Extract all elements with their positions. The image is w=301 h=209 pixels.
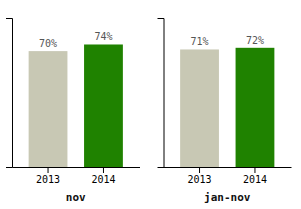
y-axis-line [158, 19, 165, 168]
bar [180, 49, 219, 167]
data-label: 72% [246, 35, 264, 46]
data-label: 70% [39, 38, 57, 49]
x-tick-mark [254, 167, 255, 173]
y-axis [158, 19, 165, 168]
x-axis-label: jan-nov [204, 191, 251, 204]
x-tick-label: 2013 [36, 174, 60, 185]
x-axis: 2013 2014 [164, 167, 292, 185]
x-tick-mark [199, 167, 200, 173]
data-label: 71% [191, 36, 209, 47]
x-axis-line [13, 167, 141, 168]
x-tick: 2013 [187, 167, 211, 185]
x-tick-label: 2013 [187, 174, 211, 185]
bar [84, 44, 123, 167]
bar [29, 51, 68, 167]
bars [29, 44, 123, 167]
y-axis [6, 19, 13, 168]
x-tick-label: 2014 [243, 174, 267, 185]
x-tick-mark [103, 167, 104, 173]
x-tick: 2014 [243, 167, 267, 185]
chart: 2013 2014 70% 74% nov 2013 2014 71% 72% jan-nov [0, 0, 301, 209]
y-axis-line [6, 19, 13, 168]
x-tick: 2014 [91, 167, 115, 185]
bar [236, 48, 275, 167]
data-labels: 71% 72% [191, 35, 264, 48]
x-tick-label: 2014 [91, 174, 115, 185]
x-axis: 2013 2014 [13, 167, 141, 185]
x-axis-line [164, 167, 292, 168]
bars [180, 48, 274, 167]
x-axis-label: nov [66, 191, 86, 204]
data-label: 74% [94, 31, 112, 42]
x-tick: 2013 [36, 167, 60, 185]
panel: 2013 2014 71% 72% jan-nov [158, 19, 292, 205]
x-tick-mark [48, 167, 49, 173]
data-labels: 70% 74% [39, 31, 112, 49]
panel: 2013 2014 70% 74% nov [6, 19, 140, 205]
